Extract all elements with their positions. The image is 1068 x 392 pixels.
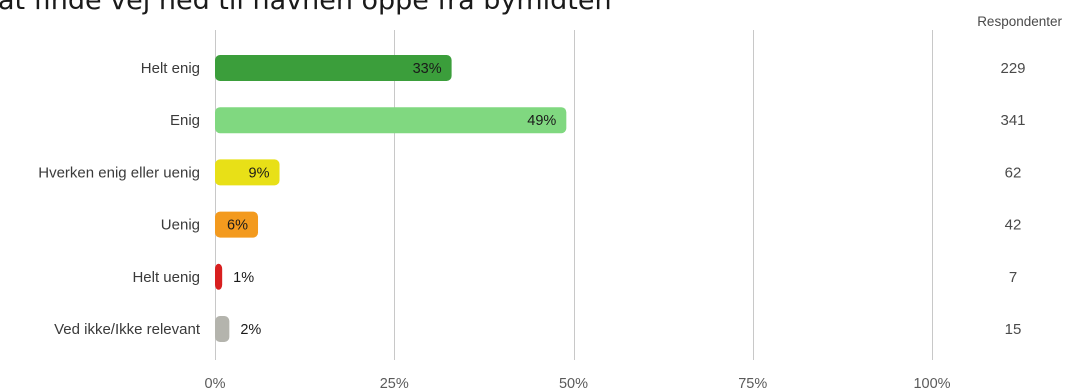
category-label: Enig [170,112,200,129]
chart-title: at finde vej ned til havnen oppe fra bym… [0,0,612,16]
value-label: 6% [227,218,248,234]
category-label: Helt uenig [132,269,200,286]
bar [215,159,280,186]
category-label: Hverken enig eller uenig [38,164,200,181]
value-label: 9% [249,165,270,181]
value-label: 33% [413,61,442,77]
respondent-count: 229 [1000,60,1025,77]
x-tick-label: 25% [380,376,409,392]
value-label: 2% [240,322,261,338]
value-label: 1% [233,270,254,286]
bar [215,107,567,134]
x-tick-label: 0% [205,376,226,392]
bar [215,263,223,290]
category-label: Uenig [161,217,200,234]
bar [215,55,452,81]
gridlines [215,30,933,360]
category-label: Ved ikke/Ikke relevant [54,321,201,338]
respondent-count: 7 [1009,269,1017,286]
value-label: 49% [527,113,556,129]
x-tick-label: 75% [738,376,767,392]
bar [215,316,230,342]
respondent-count: 42 [1005,217,1022,234]
respondent-count: 62 [1005,164,1022,181]
category-label: Helt enig [141,60,200,77]
bar [215,211,259,238]
bars [215,55,567,342]
labels: 0% 25% 50% 75% 100% Helt enig 33% 229 Enig 49% 341… [38,60,1025,392]
x-tick-label: 50% [559,376,588,392]
respondent-count: 15 [1005,321,1022,338]
x-tick-label: 100% [913,376,950,392]
respondent-count: 341 [1000,112,1025,129]
counts-header: Respondenter [977,14,1062,29]
